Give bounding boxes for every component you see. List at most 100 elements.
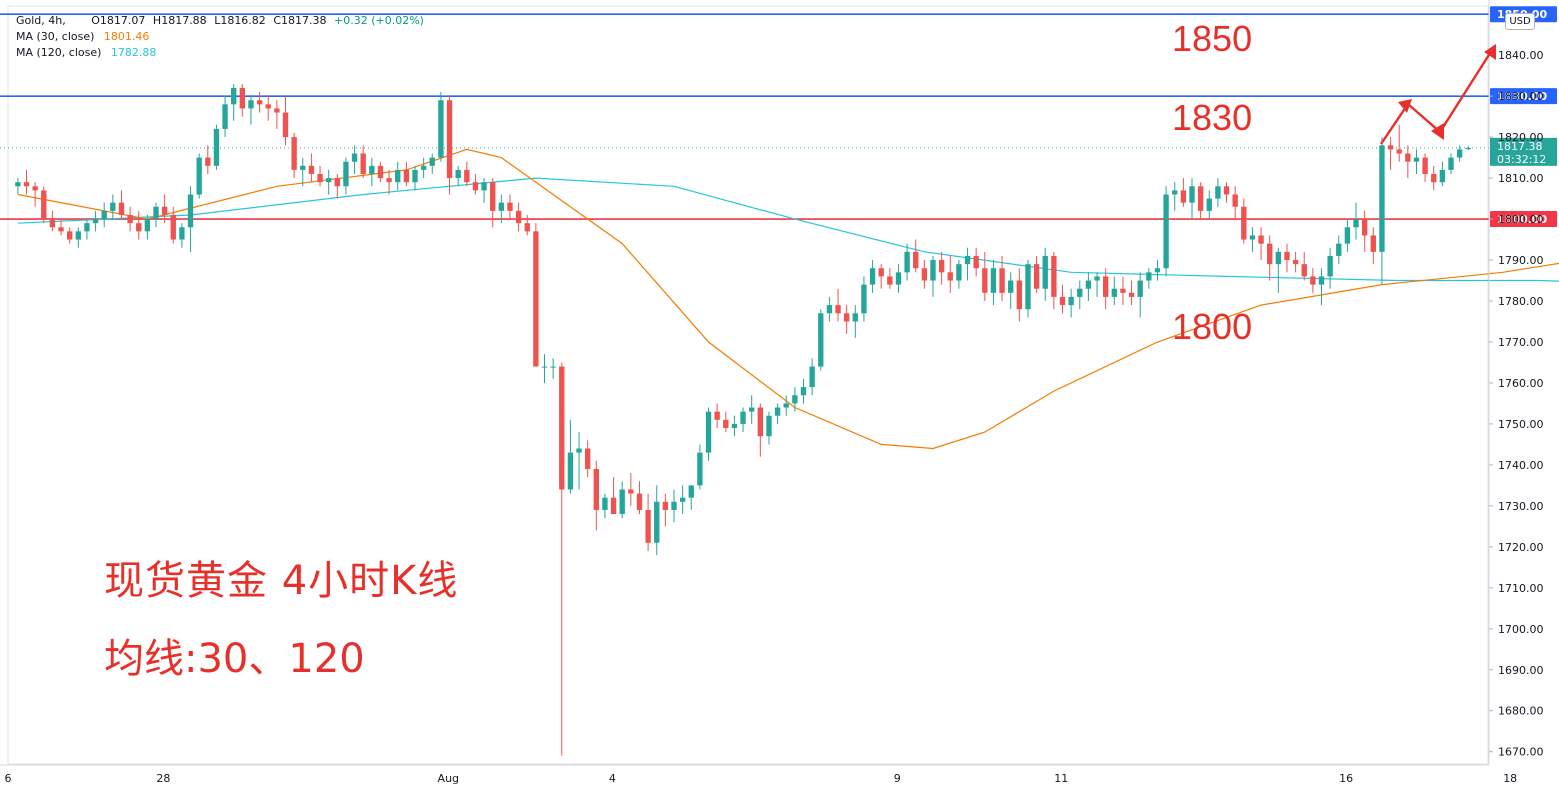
candle-body [1051,255,1057,297]
candle-body [731,423,738,429]
candle-body [1085,280,1092,289]
candle-body [628,489,634,494]
candle-body [688,485,694,498]
price-badge-label: 1800.00 [1497,213,1547,226]
candle-body [774,407,781,416]
candle-body [1344,227,1351,244]
ma120-label: MA (120, close) [16,46,102,59]
candle-body [1025,264,1031,310]
candle-body [32,186,38,191]
candle-body [282,112,289,138]
legend-ma120-row[interactable]: MA (120, close) 1782.88 [16,45,428,61]
candle-body [826,305,833,314]
chart-annotation-title: 现货黄金 4小时K线 [104,558,459,604]
candle-body [1215,186,1221,199]
candle-body [403,169,410,183]
candle-body [559,366,565,490]
candle-body [84,223,90,232]
candle-body [610,497,617,515]
candle-body [1275,251,1282,265]
candle-body [136,223,142,232]
time-tick-label: 18 [1503,772,1517,785]
candle-body [377,165,384,179]
symbol-label[interactable]: Gold, 4h, [16,14,66,27]
candle-body [1172,190,1178,195]
candle-body [153,206,159,220]
candle-body [645,509,651,543]
candle-body [1422,157,1428,174]
candle-body [317,173,323,183]
candle-body [1431,173,1437,183]
candle-body [300,165,306,170]
candle-body [274,108,280,113]
candle-body [1077,288,1083,297]
candle-body [455,169,461,179]
candle-body [757,407,764,437]
candle-body [1396,149,1402,154]
candle-body [1413,157,1420,162]
price-tick-label: 1780.00 [1498,295,1544,308]
candle-body [1336,243,1342,256]
arrow-head-3 [1484,44,1496,60]
candle-body [921,268,928,281]
candle-body [1448,157,1454,170]
annotation-1800: 1800 [1172,306,1253,347]
chart-annotation-subtitle: 均线:30、120 [104,636,365,682]
candle-body [308,165,315,174]
candle-body [636,493,643,510]
candle-body [1102,276,1109,297]
grid [7,5,1489,765]
candle-body [360,153,366,174]
currency-button[interactable]: USD [1505,13,1535,30]
ma120-line [17,177,1559,282]
candle-body [576,448,582,453]
candle-body [533,231,539,367]
ma30-value: 1801.46 [103,30,150,43]
candle-body [602,497,608,510]
candle-body [679,497,686,502]
candle-body [524,223,530,232]
candle-body [766,415,772,437]
candle-body [1310,276,1316,285]
price-tick-label: 1800.00 [1498,213,1544,226]
candle-body [1405,153,1411,162]
legend-ma30-row[interactable]: MA (30, close) 1801.46 [16,29,428,45]
candle-body [1111,288,1117,297]
candle-body [58,227,64,232]
low-value: L1816.82 [214,14,266,27]
candle-body [964,255,971,265]
candle-body [213,128,220,166]
candle-body [1128,292,1135,297]
candle-body [75,231,81,240]
candle-body [386,178,392,183]
candle-body [170,214,176,240]
candle-body [895,272,902,285]
candle-body [792,395,798,404]
candle-body [412,169,418,183]
candle-body [671,501,677,510]
candle-body [541,366,548,368]
candle-body [498,202,505,211]
candle-body [490,182,496,211]
candle-body [1154,268,1161,273]
candle-body [1249,235,1256,240]
arrow-head-2 [1431,123,1444,140]
candle-body [92,219,99,224]
candle-body [878,268,884,277]
candle-body [982,268,988,293]
candle-body [127,214,133,224]
candle-body [930,260,936,281]
candle-body [723,419,729,429]
candle-body [1241,206,1247,240]
candle-body [783,403,789,408]
candle-body [1284,251,1290,261]
ma120-value: 1782.88 [110,46,157,59]
last-price-label: 1817.38 [1497,140,1543,153]
candle-body [161,206,168,215]
candle-body [1163,194,1169,269]
candle-body [472,182,479,191]
candle-body [662,501,669,510]
candle-body [222,104,228,129]
candle-body [66,231,73,240]
